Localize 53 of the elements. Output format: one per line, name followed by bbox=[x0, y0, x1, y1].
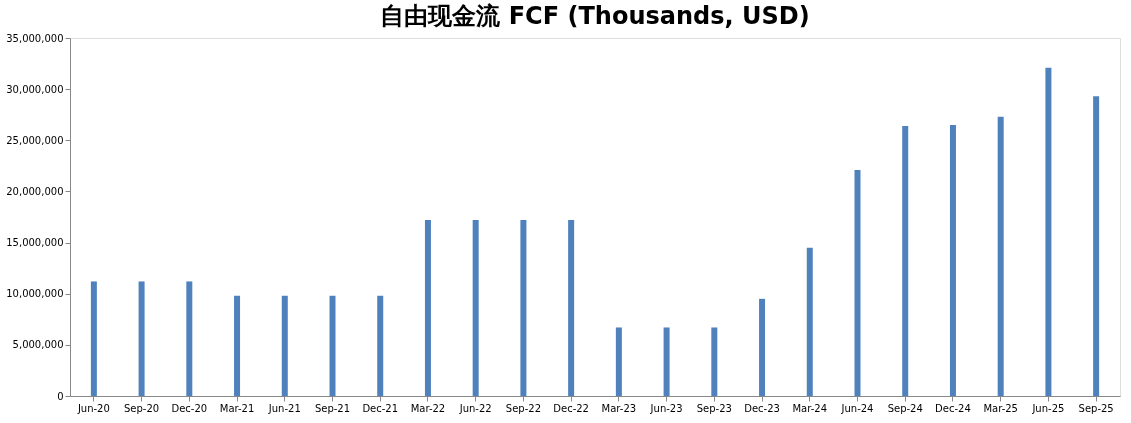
x-tick-label: Mar-25 bbox=[983, 402, 1018, 414]
x-tick-label: Dec-23 bbox=[744, 402, 780, 414]
x-tick-label: Sep-20 bbox=[124, 402, 160, 414]
x-tick-label: Sep-25 bbox=[1078, 402, 1114, 414]
y-tick-label: 5,000,000 bbox=[12, 339, 64, 351]
x-tick-label: Mar-21 bbox=[219, 402, 255, 414]
bar bbox=[234, 295, 241, 396]
bar bbox=[711, 327, 718, 396]
bar bbox=[90, 281, 97, 396]
x-tick-label: Sep-23 bbox=[696, 402, 732, 414]
bar bbox=[424, 220, 431, 396]
bar bbox=[615, 327, 622, 396]
y-tick-label: 10,000,000 bbox=[6, 288, 64, 300]
bar bbox=[902, 125, 909, 396]
x-tick-label: Mar-24 bbox=[792, 402, 828, 414]
x-tick-label: Sep-21 bbox=[314, 402, 351, 414]
x-tick-label: Sep-24 bbox=[887, 402, 923, 414]
x-tick-label: Mar-22 bbox=[410, 402, 446, 414]
bar bbox=[949, 124, 956, 396]
bar bbox=[1045, 67, 1052, 396]
bar bbox=[377, 295, 384, 396]
bar bbox=[568, 220, 575, 396]
bar bbox=[854, 169, 861, 396]
x-tick-label: Jun-24 bbox=[840, 402, 874, 414]
y-tick-label: 25,000,000 bbox=[6, 134, 64, 146]
y-tick-label: 0 bbox=[57, 390, 64, 402]
x-tick-label: Sep-22 bbox=[505, 402, 541, 414]
bar bbox=[281, 295, 288, 396]
bar bbox=[759, 298, 766, 396]
chart-title: 自由现金流 FCF (Thousands, USD) bbox=[380, 2, 810, 30]
x-tick-label: Mar-23 bbox=[601, 402, 637, 414]
y-tick-label: 35,000,000 bbox=[6, 32, 64, 44]
x-tick-label: Dec-21 bbox=[362, 402, 399, 414]
x-tick-label: Dec-24 bbox=[935, 402, 971, 414]
bar bbox=[472, 220, 479, 396]
x-tick-label: Jun-25 bbox=[1031, 402, 1065, 414]
x-tick-label: Dec-22 bbox=[553, 402, 589, 414]
bar bbox=[138, 281, 145, 396]
bar bbox=[186, 281, 193, 396]
bar bbox=[806, 247, 813, 396]
y-tick-label: 30,000,000 bbox=[6, 83, 64, 95]
bar bbox=[997, 116, 1004, 396]
bar bbox=[329, 295, 336, 396]
bar bbox=[520, 220, 527, 396]
x-tick-label: Jun-20 bbox=[76, 402, 110, 414]
y-tick-label: 20,000,000 bbox=[6, 185, 64, 197]
x-tick-label: Jun-21 bbox=[267, 402, 301, 414]
x-tick-label: Jun-23 bbox=[649, 402, 683, 414]
x-tick-label: Jun-22 bbox=[458, 402, 492, 414]
x-tick-label: Dec-20 bbox=[171, 402, 208, 414]
y-tick-label: 15,000,000 bbox=[6, 237, 64, 249]
bar bbox=[1093, 96, 1100, 396]
bar bbox=[663, 327, 670, 396]
